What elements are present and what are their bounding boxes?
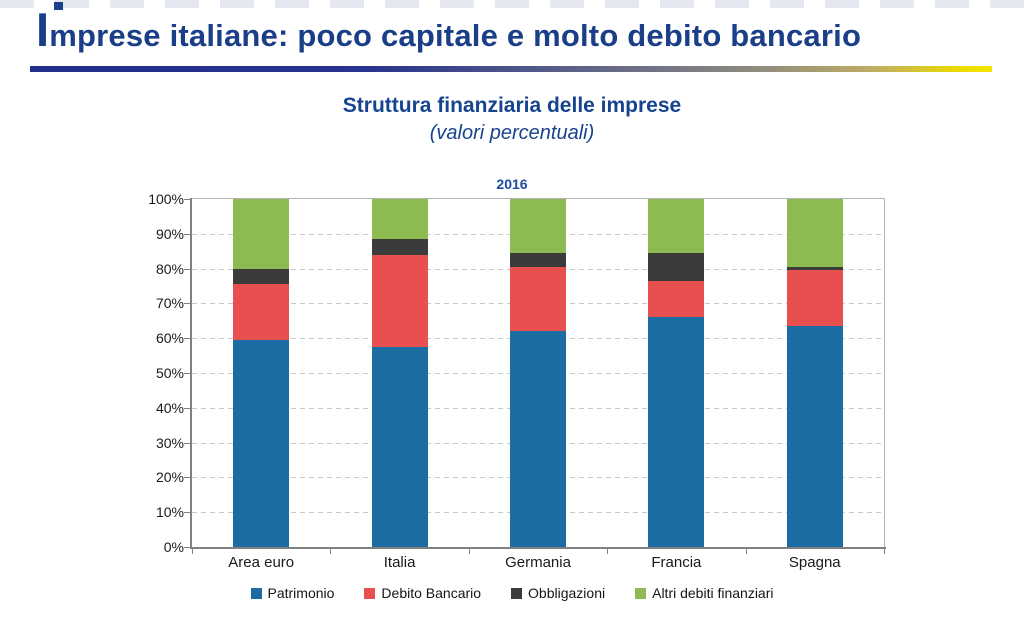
artifact-dot (54, 2, 63, 10)
bar-segment (510, 331, 566, 547)
y-axis-tick (184, 373, 190, 374)
x-axis-line (190, 547, 886, 549)
plot-area (192, 199, 884, 547)
y-axis-tick (184, 407, 190, 409)
y-axis-tick-label: 70% (155, 295, 184, 312)
x-axis-category-label: Area euro (228, 554, 295, 571)
x-axis-tick (330, 549, 332, 554)
y-axis-tick (184, 477, 190, 479)
x-axis-labels: Area euro Italia Germania Francia Spagna (192, 554, 884, 574)
legend-label: Altri debiti finanziari (652, 585, 774, 601)
y-axis-tick-label: 100% (148, 191, 184, 207)
y-axis-tick-label: 10% (155, 504, 184, 521)
y-axis-labels: 100% 90% 80% 70% 60% 50% 40% 30% 20% 10% 0% (128, 191, 184, 555)
bar-segment (233, 268, 290, 285)
page-title: Imprese italiane: poco capitale e molto … (36, 2, 861, 57)
chart-subtitle: (valori percentuali) (429, 122, 595, 144)
legend-swatch-icon (511, 587, 523, 599)
y-axis-tick (184, 547, 190, 548)
y-axis-tick-label: 30% (155, 434, 184, 451)
y-axis-tick (184, 303, 190, 305)
legend-item: Obbligazioni (511, 585, 605, 601)
legend-swatch-icon (635, 587, 647, 599)
page-title-initial: I (36, 3, 50, 56)
bar-segment (371, 239, 428, 255)
x-axis-tick (607, 549, 609, 554)
chart-title: Struttura finanziaria delle imprese (342, 94, 682, 117)
y-axis-tick-label: 20% (155, 469, 184, 486)
y-axis-tick (184, 442, 190, 444)
y-axis-tick-label: 60% (155, 330, 184, 347)
x-axis-tick (745, 549, 747, 554)
y-axis-tick-label: 40% (155, 399, 184, 416)
bar-segment (371, 254, 428, 347)
bar-segment (510, 199, 566, 253)
bar-segment (786, 270, 843, 327)
title-underline-rule (30, 66, 992, 72)
bar-segment (648, 199, 705, 253)
bar-segment (510, 266, 566, 332)
plot-border-top (192, 198, 885, 199)
plot-border-right (884, 198, 885, 548)
legend-swatch-icon (250, 587, 262, 599)
y-axis-tick (184, 338, 190, 340)
x-axis-tick (884, 549, 885, 554)
y-axis-tick (184, 199, 190, 200)
bar-segment (233, 284, 290, 340)
bar-segment (510, 252, 566, 267)
x-axis-category-label: Spagna (788, 554, 841, 571)
bar-segment (786, 199, 843, 267)
chart-year-label: 2016 (496, 176, 528, 192)
y-axis-tick-label: 0% (163, 539, 184, 555)
x-axis-tick (192, 549, 193, 554)
cropped-row-artifact (0, 0, 1024, 10)
bar-segment (233, 199, 290, 269)
bar-segment (648, 280, 705, 318)
y-axis-tick-label: 80% (155, 260, 184, 277)
bar-segment (648, 252, 705, 281)
legend-label: Patrimonio (267, 585, 335, 601)
legend-label: Obbligazioni (528, 585, 606, 601)
page-title-rest: mprese italiane: poco capitale e molto d… (49, 18, 862, 53)
y-axis-tick (184, 233, 190, 235)
bar-segment (786, 266, 843, 271)
bar-segment (648, 317, 705, 547)
y-axis-tick (184, 268, 190, 270)
legend-item: Patrimonio (250, 585, 335, 601)
y-axis-tick-label: 50% (155, 365, 184, 381)
bar-segment (786, 326, 843, 547)
legend-item: Debito Bancario (364, 585, 481, 601)
legend-item: Altri debiti finanziari (635, 585, 774, 601)
x-axis-category-label: Germania (505, 554, 571, 571)
legend-label: Debito Bancario (381, 585, 482, 601)
bar-segment (233, 339, 290, 547)
x-axis-category-label: Francia (651, 554, 702, 571)
x-axis-tick (468, 549, 470, 554)
legend-swatch-icon (364, 587, 376, 599)
y-axis-tick (184, 512, 190, 514)
bar-segment (371, 346, 428, 547)
bar-segment (371, 199, 428, 240)
y-axis-tick-label: 90% (155, 225, 184, 242)
legend: Patrimonio Debito Bancario Obbligazioni Alt… (0, 583, 1024, 603)
x-axis-category-label: Italia (383, 554, 416, 571)
y-axis-line (190, 198, 192, 549)
